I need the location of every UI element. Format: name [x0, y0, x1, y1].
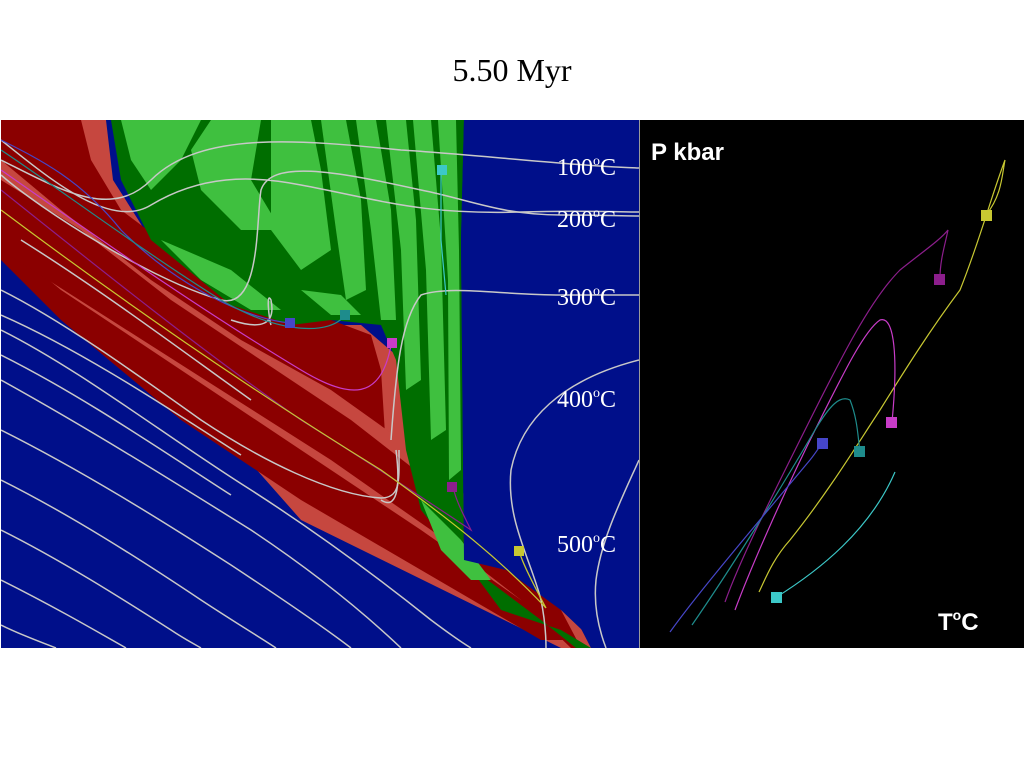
isotherm-label-400: 400oC [557, 386, 616, 413]
isotherm-lines [1, 139, 639, 648]
isotherm-label-200: 200oC [557, 206, 616, 233]
pt-marker-yellow [981, 210, 992, 221]
pt-marker-teal [854, 446, 865, 457]
panel-divider [639, 120, 640, 648]
isotherm-label-300: 300oC [557, 284, 616, 311]
pt-marker-purple [934, 274, 945, 285]
marker-yellow [514, 546, 524, 556]
page-title: 5.50 Myr [452, 52, 572, 88]
pt-marker-blue [817, 438, 828, 449]
section-markers [285, 165, 524, 556]
isotherm-label-500: 500oC [557, 531, 616, 558]
temperature-axis-label: ToC [938, 607, 979, 636]
pt-svg: P kbar ToC [640, 120, 1024, 648]
marker-purple [447, 482, 457, 492]
particle-paths [1, 139, 547, 609]
model-svg: 100oC 200oC 300oC 400oC 500oC [1, 120, 639, 648]
marker-magenta [387, 338, 397, 348]
ocean-domain [461, 120, 639, 648]
marker-teal [340, 310, 350, 320]
pressure-axis-label: P kbar [651, 139, 724, 166]
pt-paths [669, 159, 1006, 633]
pt-marker-magenta [886, 417, 897, 428]
model-cross-section: 100oC 200oC 300oC 400oC 500oC [1, 120, 639, 648]
marker-cyan [437, 165, 447, 175]
dark-green-sediments [111, 120, 591, 648]
pt-markers [771, 210, 992, 603]
pt-path-plot: P kbar ToC [640, 120, 1024, 648]
marker-blue [285, 318, 295, 328]
pt-marker-cyan [771, 592, 782, 603]
isotherm-label-100: 100oC [557, 154, 616, 181]
